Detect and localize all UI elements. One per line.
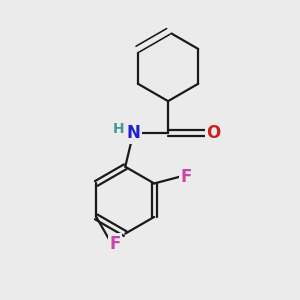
Text: H: H (113, 122, 124, 136)
Text: F: F (181, 168, 192, 186)
Text: F: F (109, 235, 121, 253)
Text: N: N (126, 124, 140, 142)
Text: O: O (206, 124, 221, 142)
